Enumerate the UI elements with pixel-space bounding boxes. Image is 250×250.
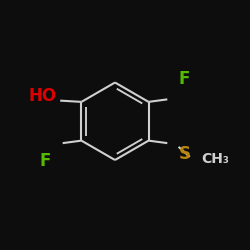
Text: S: S	[179, 145, 191, 163]
Text: F: F	[40, 152, 51, 170]
Text: F: F	[179, 70, 190, 88]
Text: HO: HO	[28, 87, 56, 105]
Text: CH₃: CH₃	[201, 152, 229, 166]
